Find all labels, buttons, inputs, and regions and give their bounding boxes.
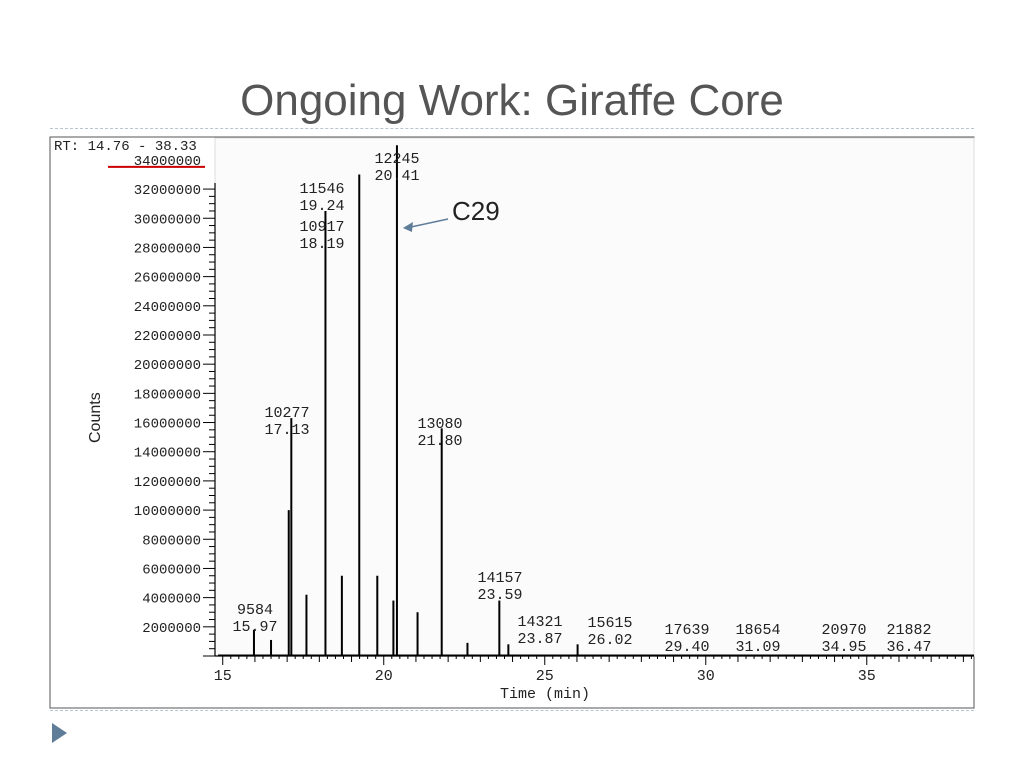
x-tick-label: 25 [536,668,554,685]
peak-label-scan: 10277 [264,405,309,422]
peak-label-rt: 20.41 [374,168,419,185]
peak-label-rt: 15.97 [232,619,277,636]
y-axis: 2000000 4000000 6000000 8000000 10000000 1200… [108,154,216,657]
peak-label-scan: 18654 [735,622,780,639]
peak-label-rt: 36.47 [886,639,931,656]
peak-label-scan: 20970 [821,622,866,639]
x-tick-label: 30 [697,668,715,685]
x-tick-label: 35 [858,668,876,685]
plot-area [214,137,975,657]
peak-label-scan: 15615 [587,615,632,632]
rt-range-label: RT: 14.76 - 38.33 [54,139,197,155]
y-tick-label: 2000000 [142,621,201,637]
slide-nav-arrow-icon[interactable] [52,723,67,743]
y-tick-label: 28000000 [134,241,201,257]
y-tick-label: 12000000 [134,475,201,491]
peak-label-rt: 31.09 [735,639,780,656]
y-tick-label: 8000000 [142,533,201,549]
peak-label-rt: 18.19 [299,236,344,253]
y-tick-label: 10000000 [134,504,201,520]
peak-label-rt: 26.02 [587,632,632,649]
peak-label-scan: 17639 [664,622,709,639]
title-divider [50,128,974,129]
annotation-arrow [410,218,449,228]
peak-label-rt: 23.59 [477,587,522,604]
peak-label-scan: 21882 [886,622,931,639]
chromatogram-trace [218,145,974,656]
peak-label-rt: 17.13 [264,422,309,439]
peak-label-scan: 9584 [237,602,273,619]
peak-label-scan: 14321 [517,614,562,631]
annotation-arrowhead [402,222,413,232]
y-tick-label: 26000000 [134,271,201,287]
peak-label-rt: 29.40 [664,639,709,656]
y-tick-label: 20000000 [134,358,201,374]
peak-label-rt: 23.87 [517,631,562,648]
y-tick-label: 6000000 [142,562,201,578]
peak-label-scan: 14157 [477,570,522,587]
y-tick-label: 14000000 [134,446,201,462]
x-tick-label: 15 [214,668,232,685]
peak-label-rt: 34.95 [821,639,866,656]
y-tick-label: 24000000 [134,300,201,316]
x-axis-label: Time (min) [500,686,590,703]
y-tick-label: 18000000 [134,387,201,403]
x-tick-label: 20 [375,668,393,685]
peak-label-rt: 21.80 [417,433,462,450]
annotation-label: C29 [452,196,500,226]
y-tick-label: 30000000 [134,212,201,228]
footer-divider [50,710,974,711]
peak-label-scan: 11546 [299,181,344,198]
y-tick-label: 4000000 [142,592,201,608]
y-tick-label: 22000000 [134,329,201,345]
y-tick-label: 32000000 [134,183,201,199]
y-tick-label: 16000000 [134,417,201,433]
c29-annotation: C29 [402,196,500,232]
peak-label-scan: 10917 [299,219,344,236]
y-axis-label: Counts [87,392,104,443]
slide-title: Ongoing Work: Giraffe Core [240,76,784,125]
peak-label-scan: 12245 [374,151,419,168]
peak-label-rt: 19.24 [299,198,344,215]
peak-label-scan: 13080 [417,416,462,433]
